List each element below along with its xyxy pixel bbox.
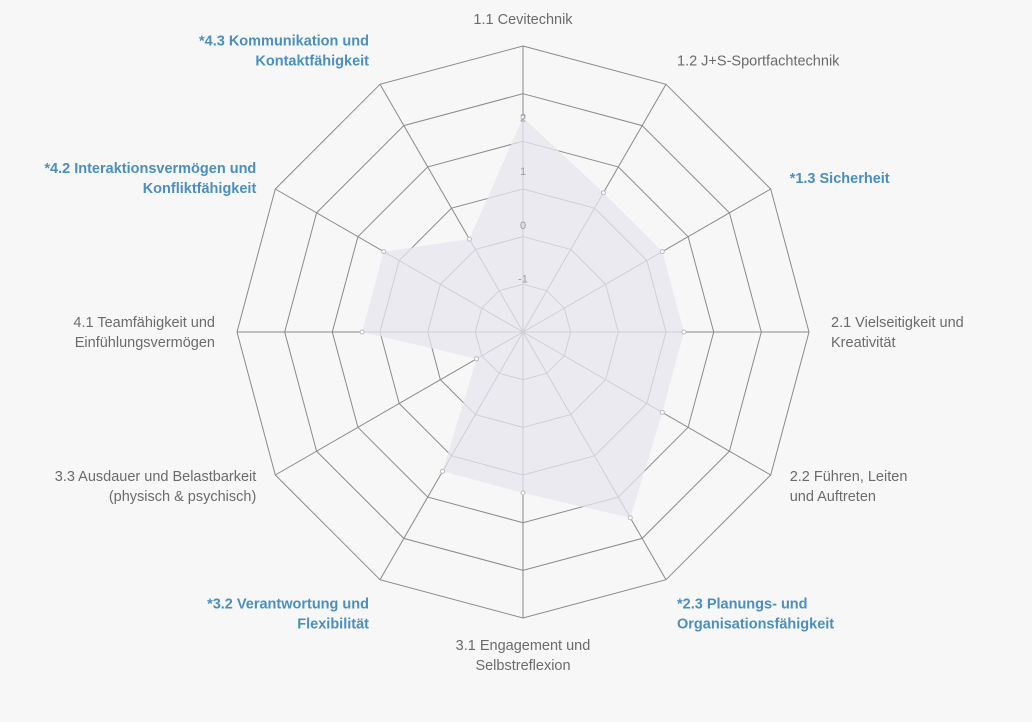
- axis-label: *4.2 Interaktionsvermögen und Konfliktfäh…: [44, 161, 256, 197]
- axis-label-line: *2.3 Planungs- und: [677, 597, 808, 613]
- data-point: [466, 236, 472, 242]
- axis-label-line: 2.1 Vielseitigkeit und: [831, 315, 964, 331]
- radial-tick-label: -1: [518, 273, 528, 285]
- axis-label-line: *4.2 Interaktionsvermögen und: [44, 161, 256, 177]
- series-area: [362, 117, 684, 518]
- axis-label: *1.3 Sicherheit: [790, 171, 890, 187]
- axis-label-line: Konfliktfähigkeit: [143, 181, 257, 197]
- axis-label-line: Selbstreflexion: [475, 658, 570, 674]
- axis-label: 1.2 J+S-Sportfachtechnik: [677, 53, 840, 69]
- radial-tick-label: 1: [520, 166, 526, 178]
- axis-label: 2.1 Vielseitigkeit und Kreativität: [831, 315, 964, 351]
- axis-label-line: 1.1 Cevitechnik: [473, 12, 573, 28]
- axis-label-line: 3.3 Ausdauer und Belastbarkeit: [55, 469, 257, 485]
- axis-label: *4.3 Kommunikation und Kontaktfähigkeit: [199, 33, 369, 69]
- axis-label: *2.3 Planungs- und Organisationsfähigkeit: [677, 597, 834, 633]
- axis-label-line: Kontaktfähigkeit: [255, 53, 369, 69]
- data-point: [659, 409, 665, 415]
- axis-label: 4.1 Teamfähigkeit und Einfühlungsvermögen: [73, 315, 215, 351]
- data-point: [520, 490, 526, 496]
- axis-label-line: *3.2 Verantwortung und: [207, 597, 369, 613]
- data-point: [381, 249, 387, 255]
- data-point: [359, 329, 365, 335]
- axis-label: 3.1 Engagement und Selbstreflexion: [456, 638, 591, 674]
- data-point: [520, 115, 526, 120]
- axis-labels: 1.1 Cevitechnik 1.2 J+S-Sportfachtechnik *…: [44, 12, 963, 674]
- axis-label: 3.3 Ausdauer und Belastbarkeit (physisch …: [55, 469, 257, 505]
- axis-label-line: 2.2 Führen, Leiten: [790, 469, 908, 485]
- axis-label: *3.2 Verantwortung und Flexibilität: [207, 597, 369, 633]
- axis-label-line: und Auftreten: [790, 489, 876, 505]
- data-point: [681, 329, 687, 335]
- radial-tick-label: 0: [520, 220, 526, 232]
- axis-label: 2.2 Führen, Leiten und Auftreten: [790, 469, 908, 505]
- data-point: [627, 515, 633, 521]
- axis-label-line: Einfühlungsvermögen: [75, 335, 215, 351]
- axis-label-line: Kreativität: [831, 335, 895, 351]
- radial-tick-label: 2: [520, 113, 526, 125]
- axis-label-line: *1.3 Sicherheit: [790, 171, 890, 187]
- data-point: [659, 249, 665, 255]
- axis-label-line: Organisationsfähigkeit: [677, 617, 834, 633]
- axis-label-line: 1.2 J+S-Sportfachtechnik: [677, 53, 840, 69]
- axis-label-line: 3.1 Engagement und: [456, 638, 591, 654]
- axis-label: 1.1 Cevitechnik: [473, 12, 573, 28]
- data-point: [600, 190, 606, 196]
- radial-tick-labels: -1 0 1 2: [518, 113, 528, 286]
- axis-label-line: Flexibilität: [297, 617, 369, 633]
- axis-label-line: 4.1 Teamfähigkeit und: [73, 315, 215, 331]
- data-point: [440, 468, 446, 474]
- axis-label-line: (physisch & psychisch): [109, 489, 256, 505]
- radar-series: [359, 115, 687, 521]
- axis-label-line: *4.3 Kommunikation und: [199, 33, 369, 49]
- data-point: [474, 356, 480, 362]
